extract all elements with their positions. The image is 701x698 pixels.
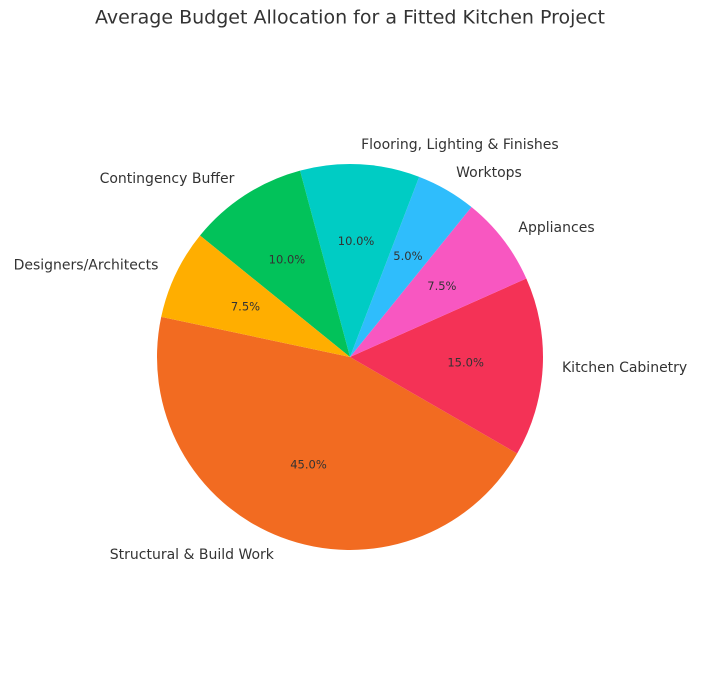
slice-label: Kitchen Cabinetry: [562, 360, 687, 376]
pie-slice: [161, 235, 350, 357]
pie-slice: [157, 316, 518, 550]
pie-slice: [200, 170, 350, 357]
value-label: 10.0%: [269, 252, 306, 266]
slice-label: Structural & Build Work: [110, 547, 275, 563]
pie-slice: [350, 278, 543, 454]
value-label: 10.0%: [338, 234, 375, 248]
value-label: 7.5%: [427, 279, 456, 293]
chart-title: Average Budget Allocation for a Fitted K…: [95, 7, 605, 29]
slice-label: Contingency Buffer: [100, 171, 235, 187]
value-label: 15.0%: [447, 356, 484, 370]
slice-label: Appliances: [518, 220, 594, 236]
value-label: 45.0%: [290, 458, 327, 472]
slice-label: Worktops: [456, 165, 522, 181]
value-label: 5.0%: [393, 249, 422, 263]
slice-label: Designers/Architects: [14, 258, 159, 274]
pie-slice: [350, 176, 472, 357]
pie-slice: [350, 207, 527, 357]
value-label: 7.5%: [231, 300, 260, 314]
pie-slice: [300, 164, 420, 357]
slice-label: Flooring, Lighting & Finishes: [361, 137, 559, 153]
